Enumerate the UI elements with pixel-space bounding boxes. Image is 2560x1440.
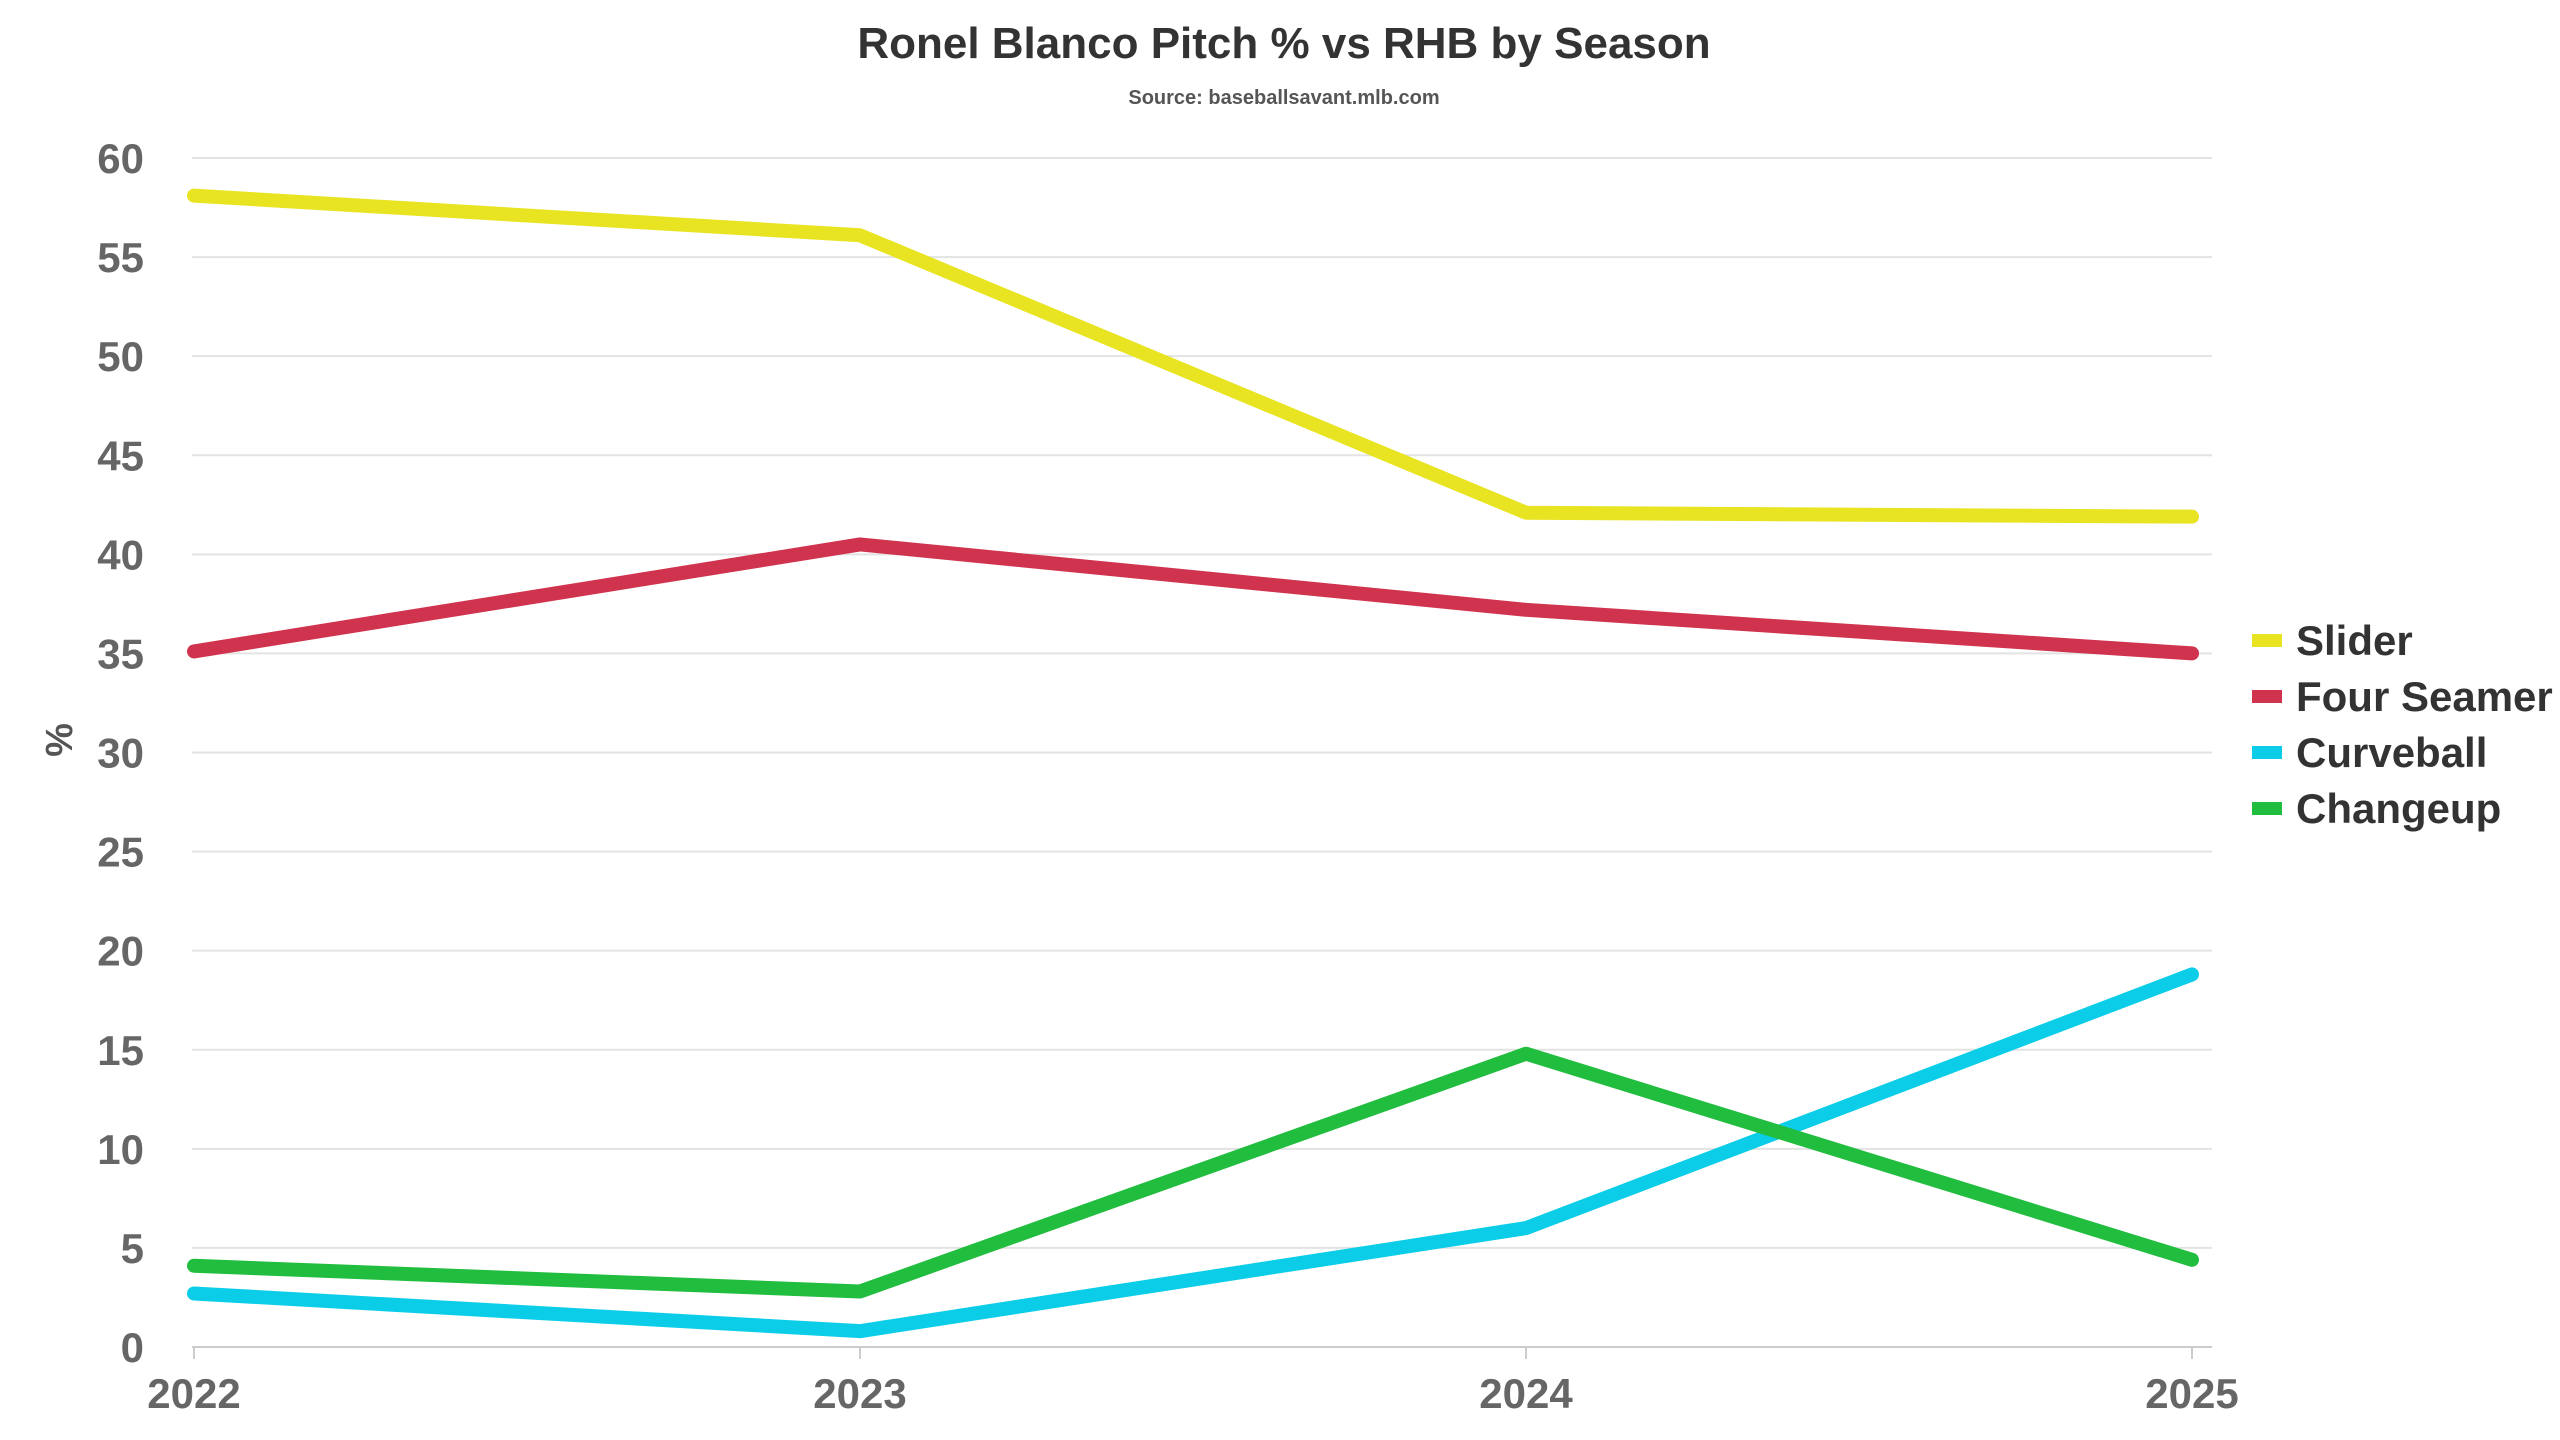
y-tick-label: 5 <box>121 1225 144 1272</box>
legend: Slider Four Seamer Curveball Changeup <box>2252 617 2553 832</box>
x-axis-ticks: 2022 2023 2024 2025 <box>147 1347 2239 1417</box>
legend-label-changeup: Changeup <box>2296 785 2501 832</box>
legend-swatch-changeup <box>2252 802 2282 815</box>
y-tick-label: 0 <box>121 1324 144 1371</box>
x-tick-label: 2024 <box>1479 1370 1573 1417</box>
y-tick-label: 60 <box>97 135 144 182</box>
y-tick-label: 50 <box>97 333 144 380</box>
y-axis-ticks: 0 5 10 15 20 25 30 35 40 45 50 55 60 <box>97 135 144 1371</box>
x-tick-label: 2023 <box>813 1370 906 1417</box>
series-lines <box>187 188 2199 1339</box>
series-line-slider <box>187 188 2199 524</box>
x-tick-label: 2025 <box>2145 1370 2238 1417</box>
x-tick-label: 2022 <box>147 1370 240 1417</box>
series-line-four-seamer <box>187 537 2199 661</box>
legend-label-four-seamer: Four Seamer <box>2296 673 2553 720</box>
legend-label-curveball: Curveball <box>2296 729 2487 776</box>
y-tick-label: 25 <box>97 829 144 876</box>
y-axis-label: % <box>39 723 81 757</box>
legend-swatch-slider <box>2252 634 2282 647</box>
y-tick-label: 15 <box>97 1027 144 1074</box>
legend-label-slider: Slider <box>2296 617 2413 664</box>
legend-swatch-four-seamer <box>2252 690 2282 703</box>
chart-subtitle: Source: baseballsavant.mlb.com <box>1128 87 1439 109</box>
y-tick-label: 20 <box>97 928 144 975</box>
series-line-curveball <box>187 967 2199 1339</box>
y-tick-label: 30 <box>97 730 144 777</box>
y-tick-label: 10 <box>97 1126 144 1173</box>
gridlines <box>192 157 2212 1348</box>
y-tick-label: 35 <box>97 630 144 677</box>
chart-title: Ronel Blanco Pitch % vs RHB by Season <box>857 19 1710 68</box>
y-tick-label: 55 <box>97 234 144 281</box>
series-line-changeup <box>187 1046 2199 1299</box>
y-tick-label: 45 <box>97 432 144 479</box>
legend-swatch-curveball <box>2252 746 2282 759</box>
y-tick-label: 40 <box>97 531 144 578</box>
